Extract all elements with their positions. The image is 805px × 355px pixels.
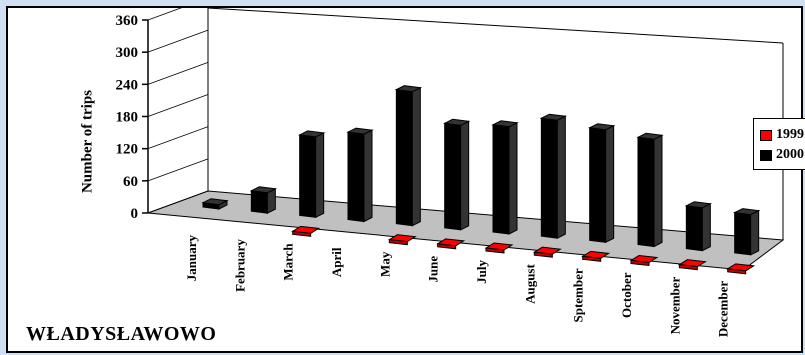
y-tick-depth [147,126,209,150]
bar-2000-november-side [701,202,711,252]
bar-chart: 0 60 120 180 240 300 360 January February March Ap… [116,8,785,338]
y-tick-depth [147,8,182,21]
x-tick-label: Sptember [571,268,586,322]
y-tick-depth [147,190,209,214]
legend-item-1999: 1999 [760,127,804,143]
x-tick-label: October [619,272,634,318]
bar-1999-march-front [292,230,312,237]
bar-2000-april-front [347,131,365,223]
back-wall-top-edge [207,8,784,44]
bar-1999-may-front [388,239,408,246]
bar-2000-october-side [653,134,663,248]
bar-2000-sptember-front [589,127,607,243]
y-tick-label: 120 [116,142,139,158]
bar-1999-november-front [678,264,698,271]
chart-panel: 0 60 120 180 240 300 360 January February March Ap… [6,6,805,353]
bar-2000-august-side [556,115,566,239]
bar-2000-october-top [636,132,664,140]
legend-swatch-2000 [760,149,772,161]
x-tick-label: May [377,251,392,277]
y-tick-label: 240 [116,77,139,93]
bar-2000-february-front [250,190,268,214]
y-tick-depth [147,61,209,85]
y-tick-label: 300 [116,45,139,61]
y-tick-depth [147,158,209,182]
legend: 1999 2000 [753,118,805,170]
y-tick-label: 180 [116,110,139,126]
y-tick-label: 60 [123,174,138,190]
x-tick-label: July [474,260,489,284]
x-tick-label: April [329,247,344,277]
x-tick-label: November [667,276,682,334]
bar-2000-april-side [363,129,373,223]
legend-item-2000: 2000 [760,147,804,163]
bar-2000-november-top [684,201,713,209]
legend-label-1999: 1999 [776,127,804,142]
station-title: WŁADYSŁAWOWO [26,323,217,345]
bar-2000-december-side [750,209,760,256]
x-tick-label: December [716,281,731,338]
bar-2000-june-top [442,118,471,126]
bar-1999-october-front [630,259,650,267]
bar-1999-sptember-front [582,255,602,262]
x-tick-label: August [522,264,537,304]
bar-2000-may-side [411,86,421,227]
bar-2000-april-top [346,127,374,135]
bar-2000-may-top [394,85,423,93]
bar-2000-august-front [540,117,558,239]
x-tick-label: March [281,243,296,281]
bar-2000-july-front [492,124,510,235]
y-tick-label: 0 [131,206,139,222]
bar-1999-june-front [437,243,457,250]
bar-2000-july-side [508,121,518,235]
bar-2000-january-top [201,198,229,206]
bar-2000-december-front [734,212,752,256]
bar-2000-march-front [299,134,317,218]
y-axis-label: Number of trips [79,89,96,194]
bar-2000-sptember-top [587,123,616,131]
x-tick-label: June [426,256,441,283]
bar-2000-july-top [491,120,519,128]
y-tick-depth [147,29,209,53]
bar-2000-march-top [297,130,326,138]
bar-2000-sptember-side [605,124,615,244]
bar-2000-february-top [249,186,278,194]
bar-2000-october-front [637,136,655,248]
bar-2000-june-side [460,120,470,231]
bar-2000-may-front [395,89,413,227]
bar-2000-august-top [539,113,568,121]
x-tick-label: February [232,239,247,292]
y-tick-label: 360 [116,13,139,29]
x-tick-label: January [184,235,199,282]
bar-1999-july-front [485,247,505,254]
bar-1999-december-front [727,268,747,275]
bar-2000-december-top [732,208,761,216]
y-tick-depth [147,94,209,117]
bar-2000-november-front [685,205,703,252]
bar-2000-march-side [315,132,325,219]
legend-label-2000: 2000 [776,147,804,162]
bar-2000-june-front [444,122,462,231]
legend-swatch-1999 [760,129,772,141]
bar-1999-august-front [533,251,553,258]
